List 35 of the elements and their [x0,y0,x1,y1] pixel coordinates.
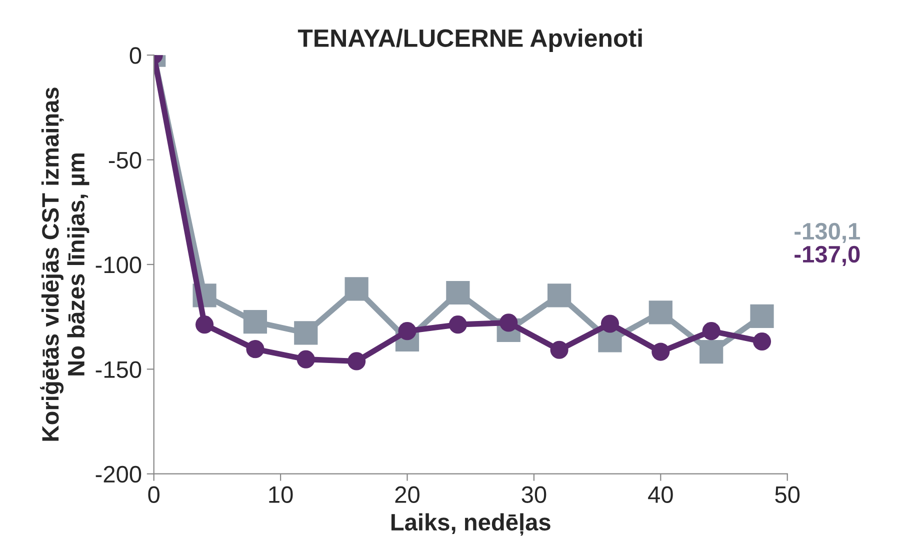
point [196,316,214,334]
point [294,321,318,345]
x-axis-title: Laiks, nedēļas [391,513,550,536]
y-axis-title: Koriģētās vidējās CST izmaiņas No bāzes līnijas, µm [40,88,90,441]
y-tick-label: -200 [96,466,142,483]
x-tick-label: 20 [395,486,420,504]
text: -137,0 [794,246,860,266]
point [600,314,619,333]
point [344,277,368,301]
point [243,310,268,334]
point [246,340,264,358]
point [547,284,572,308]
y-tick-label: -50 [108,152,142,169]
point [296,350,315,368]
point [700,340,724,364]
point [652,342,670,361]
point [398,322,416,340]
point [448,316,467,334]
y-tick-label: -100 [96,256,142,274]
x-tick-label: 0 [148,486,160,504]
point [550,340,568,359]
chart-title: TENAYA/LUCERNE Apvienoti [298,28,642,52]
point [348,352,366,370]
point [446,280,470,305]
x-tick-label: 10 [269,486,293,504]
x-tick-label: 40 [648,486,673,504]
point [648,300,672,324]
point [750,304,774,328]
point [752,332,772,351]
y-tick-label: 0 [130,47,142,64]
text: -130,1 [794,222,860,244]
point [702,322,720,340]
x-tick-label: 50 [775,486,800,504]
x-tick-label: 30 [522,486,546,504]
y-tick-label: -150 [96,361,142,378]
